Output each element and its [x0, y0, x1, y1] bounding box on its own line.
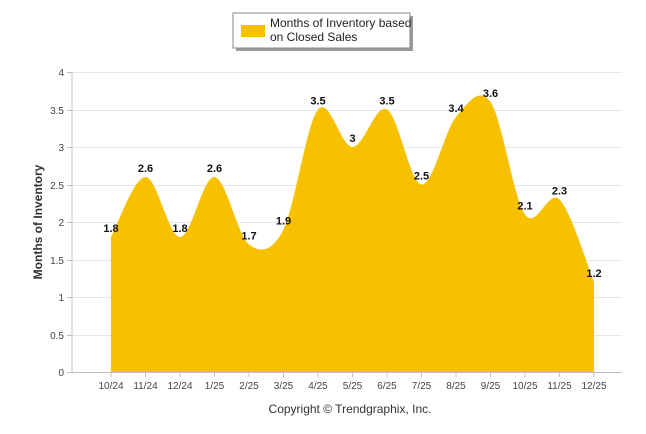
- y-axis-ticks: 0 0.5 1 1.5 2 2.5 3 3.5 4: [50, 68, 72, 379]
- y-tick-label: 1.5: [50, 256, 64, 267]
- data-label: 2.1: [517, 201, 532, 213]
- legend-label-line-2: on Closed Sales: [270, 30, 357, 44]
- inventory-area: [111, 95, 594, 372]
- data-label: 3.6: [483, 88, 498, 100]
- data-label: 1.2: [586, 268, 601, 280]
- y-tick-label: 4: [58, 68, 64, 79]
- x-tick-label: 8/25: [446, 381, 466, 392]
- data-label: 2.6: [207, 163, 222, 175]
- x-tick-label: 3/25: [274, 381, 294, 392]
- x-tick-label: 2/25: [239, 381, 259, 392]
- data-label: 2.6: [138, 163, 153, 175]
- y-tick-label: 3.5: [50, 106, 64, 117]
- y-tick-label: 0.5: [50, 331, 64, 342]
- x-tick-label: 1/25: [205, 381, 225, 392]
- y-tick-label: 2: [58, 218, 64, 229]
- data-label: 1.7: [241, 231, 256, 243]
- x-tick-label: 7/25: [412, 381, 432, 392]
- x-tick-label: 10/24: [98, 381, 123, 392]
- data-labels: 1.8 2.6 1.8 2.6 1.7 1.9 3.5 3 3.5 2.5 3.4 3.6 2.1 2.3…: [103, 88, 601, 280]
- data-label: 1.8: [103, 223, 118, 235]
- x-tick-label: 11/25: [547, 381, 572, 392]
- data-label: 3.4: [448, 103, 464, 115]
- x-axis-ticks: 10/24 11/24 12/24 1/25 2/25 3/25 4/25 5/25 6/25 7…: [98, 372, 607, 392]
- legend-swatch: [241, 25, 265, 37]
- data-label: 3: [349, 133, 355, 145]
- data-label: 3.5: [310, 96, 325, 108]
- x-tick-label: 6/25: [377, 381, 397, 392]
- x-tick-label: 12/24: [167, 381, 192, 392]
- y-tick-label: 3: [58, 143, 64, 154]
- y-tick-label: 1: [58, 293, 64, 304]
- data-label: 1.8: [172, 223, 187, 235]
- x-tick-label: 9/25: [481, 381, 501, 392]
- legend-label-line-1: Months of Inventory based: [270, 16, 411, 30]
- data-label: 2.5: [414, 171, 429, 183]
- y-axis-title: Months of Inventory: [31, 164, 45, 279]
- x-tick-label: 4/25: [308, 381, 328, 392]
- x-tick-label: 10/25: [512, 381, 537, 392]
- x-tick-label: 5/25: [343, 381, 363, 392]
- y-tick-label: 2.5: [50, 181, 64, 192]
- x-tick-label: 12/25: [581, 381, 606, 392]
- copyright-footer: Copyright © Trendgraphix, Inc.: [269, 402, 432, 416]
- data-label: 2.3: [552, 186, 567, 198]
- x-tick-label: 11/24: [133, 381, 158, 392]
- data-label: 3.5: [379, 96, 394, 108]
- y-tick-label: 0: [58, 368, 64, 379]
- data-label: 1.9: [276, 216, 291, 228]
- legend: Months of Inventory based on Closed Sale…: [232, 12, 413, 51]
